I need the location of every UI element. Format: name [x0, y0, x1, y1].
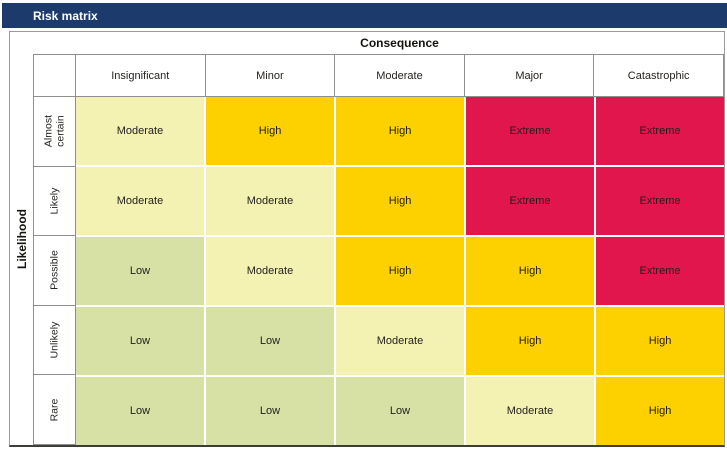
matrix-cell-rare-moderate: Low [336, 377, 464, 445]
matrix-cell-likely-moderate: High [336, 167, 464, 235]
corner-cell [33, 54, 76, 97]
matrix-cell-rare-major: Moderate [466, 377, 594, 445]
column-header-insignificant: Insignificant [75, 54, 206, 97]
matrix-cell-possible-moderate: High [336, 237, 464, 305]
matrix-cell-unlikely-catastrophic: High [596, 307, 724, 375]
matrix-cell-unlikely-minor: Low [206, 307, 334, 375]
column-header-catastrophic: Catastrophic [593, 54, 724, 97]
column-header-major: Major [463, 54, 595, 97]
matrix-cell-unlikely-moderate: Moderate [336, 307, 464, 375]
row-header-label: Possible [48, 250, 61, 291]
matrix-cell-almost-certain-insignificant: Moderate [76, 97, 204, 165]
matrix-cells: Moderate High High Extreme Extreme Moderate Mo… [76, 97, 724, 445]
likelihood-axis: Likelihood [10, 32, 33, 445]
matrix-cell-rare-insignificant: Low [76, 377, 204, 445]
matrix-cell-likely-insignificant: Moderate [76, 167, 204, 235]
row-header-label: Almost certain [42, 115, 67, 148]
matrix-cell-almost-certain-major: Extreme [466, 97, 594, 165]
matrix-cell-almost-certain-moderate: High [336, 97, 464, 165]
row-header-likely: Likely [33, 165, 76, 237]
column-header-moderate: Moderate [334, 54, 465, 97]
row-header-unlikely: Unlikely [33, 304, 76, 376]
matrix-cell-likely-catastrophic: Extreme [596, 167, 724, 235]
matrix-cell-possible-major: High [466, 237, 594, 305]
consequence-axis: Consequence [75, 32, 724, 54]
matrix-table: Likelihood Consequence Insignificant Mino… [9, 31, 725, 447]
matrix-cell-possible-insignificant: Low [76, 237, 204, 305]
matrix-cell-possible-minor: Moderate [206, 237, 334, 305]
likelihood-axis-label: Likelihood [14, 208, 29, 269]
row-header-almost-certain: Almost certain [33, 96, 76, 167]
row-header-label: Unlikely [48, 321, 61, 359]
row-header-label: Rare [48, 398, 61, 422]
row-headers: Almost certain Likely Possible Unlikely Rare [33, 96, 76, 445]
matrix-cell-unlikely-major: High [466, 307, 594, 375]
row-header-rare: Rare [33, 374, 76, 445]
matrix-cell-rare-minor: Low [206, 377, 334, 445]
matrix-cell-rare-catastrophic: High [596, 377, 724, 445]
matrix-cell-almost-certain-minor: High [206, 97, 334, 165]
matrix-cell-unlikely-insignificant: Low [76, 307, 204, 375]
column-headers: Insignificant Minor Moderate Major Catastrop… [75, 54, 724, 97]
column-header-minor: Minor [204, 54, 336, 97]
matrix-cell-almost-certain-catastrophic: Extreme [596, 97, 724, 165]
title-bar: Risk matrix [2, 3, 727, 28]
page-title: Risk matrix [33, 8, 98, 23]
consequence-axis-label: Consequence [360, 36, 439, 50]
row-header-label: Likely [48, 187, 61, 215]
matrix-cell-possible-catastrophic: Extreme [596, 237, 724, 305]
row-header-possible: Possible [33, 235, 76, 306]
matrix-cell-likely-major: Extreme [466, 167, 594, 235]
matrix-cell-likely-minor: Moderate [206, 167, 334, 235]
